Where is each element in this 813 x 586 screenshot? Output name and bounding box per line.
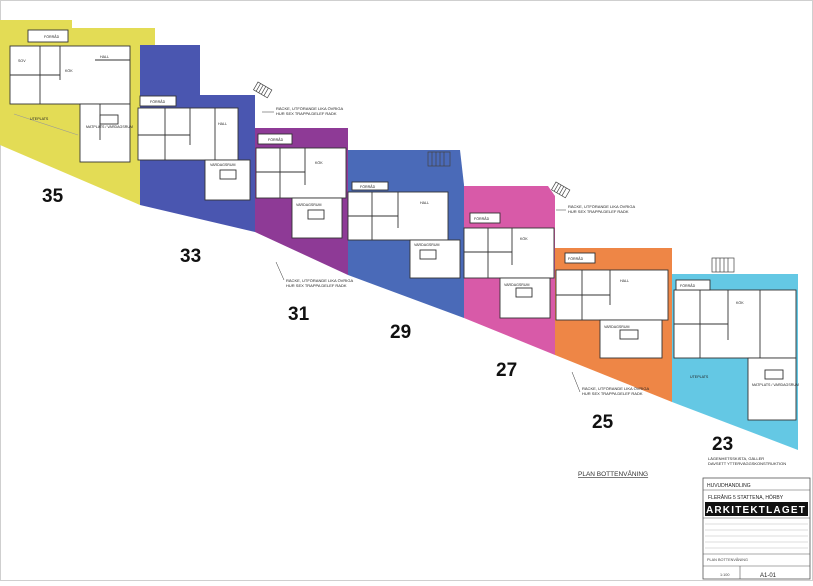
apartment-27 [463,212,555,319]
title-block: HUVUDHANDLING FLERÅNG 5 STATTENA, HÖRBY … [702,477,811,580]
unit-number-23: 23 [712,434,733,455]
rack-note-1-line-1: RÄCKE, UTFÖRANDE LIKA ÖVRIGA [276,106,343,111]
room-label-vardagsrum-25: VARDAGSRUM [604,325,630,329]
unit-number-33: 33 [180,246,201,267]
room-label-sov-35: SOV [18,59,26,63]
room-label-vardagsrum-27: VARDAGSRUM [504,283,530,287]
rack-note-4-line-2: HUR SEX TRAPPA DELEF RADK [582,391,643,396]
rack-note-1-line-2: HUR SEX TRAPPA DELEF RADK [276,111,337,116]
title-block-handling: HUVUDHANDLING [707,483,751,489]
stair-3 [551,181,571,199]
lagenhet-note-line-1: LÄGENHETSSKISTA, GÄLLER [708,456,764,461]
room-label-entre-23: FÖRRÅD [680,283,696,288]
apartment-35 [9,29,131,163]
apartment-23 [673,279,797,421]
title-block-sheet-number: A1-01 [760,573,777,579]
room-label-uteplats-35: UTEPLATS [30,117,49,121]
rack-note-2-line-2: HUR SEX TRAPPA DELEF RADK [286,283,347,288]
title-block-project: FLERÅNG 5 STATTENA, HÖRBY [708,494,784,501]
room-label-uteplats-23: UTEPLATS [690,375,709,379]
stair-2 [427,151,451,167]
room-label-hall-25: HALL [620,279,629,283]
unit-number-31: 31 [288,304,310,325]
unit-number-27: 27 [496,360,517,381]
room-label-entre-25: FÖRRÅD [568,256,584,261]
apartment-footprints [9,29,797,421]
room-label-entre-29: FÖRRÅD [360,184,376,189]
unit-number-35: 35 [42,186,64,207]
room-label-hall-35: HALL [100,55,109,59]
room-label-kok-35: KÖK [65,69,73,73]
room-label-entre-27: FÖRRÅD [474,216,490,221]
room-label-matplats-35: MATPLATS / VARDAGSRUM [86,125,133,129]
unit-number-29: 29 [390,322,411,343]
lagenhet-note-line-2: DAVSETT YTTERVÄGGSKONSTRUKTION [708,461,786,466]
apartment-29 [347,181,461,279]
rack-note-3-line-2: HUR SEX TRAPPA DELEF RADK [568,209,629,214]
apartment-31 [255,133,347,239]
room-label-vardagsrum-31: VARDAGSRUM [296,203,322,207]
room-label-entre-31: FÖRRÅD [268,137,284,142]
stair-1 [253,81,273,99]
room-label-kok-23: KÖK [736,301,744,305]
room-label-entre-33: FÖRRÅD [150,99,166,104]
room-label-entre-35: FÖRRÅD [44,34,60,39]
stair-symbols [253,81,735,273]
title-block-firm-logo: ARKITEKTLAGET [706,505,806,516]
rack-note-3-line-1: RÄCKE, UTFÖRANDE LIKA ÖVRIGA [568,204,635,209]
apartment-33 [137,95,251,201]
title-block-scale: 1:100 [720,573,730,577]
stair-4 [711,257,735,273]
room-label-matplats-23: MATPLATS / VARDAGSRUM [752,383,799,387]
room-label-hall-33: HALL [218,122,227,126]
unit-number-25: 25 [592,412,614,433]
room-label-vardagsrum-29: VARDAGSRUM [414,243,440,247]
room-labels: FÖRRÅD HALL KÖK SOV MATPLATS / VARDAGSRU… [18,34,799,387]
title-block-drawing-type: PLAN BOTTENVÅNING [707,557,748,562]
room-label-kok-31: KÖK [315,161,323,165]
room-label-kok-27: KÖK [520,237,528,241]
unit-numbers: 35 33 31 29 27 25 23 [42,186,733,455]
drawing-notes: RÄCKE, UTFÖRANDE LIKA ÖVRIGA HUR SEX TRA… [262,106,786,466]
room-label-vardagsrum-33: VARDAGSRUM [210,163,236,167]
apartment-25 [555,252,669,359]
rack-note-4-line-1: RÄCKE, UTFÖRANDE LIKA ÖVRIGA [582,386,649,391]
rack-note-2-line-1: RÄCKE, UTFÖRANDE LIKA ÖVRIGA [286,278,353,283]
room-label-hall-29: HALL [420,201,429,205]
plan-title: PLAN BOTTENVÅNING [578,469,648,478]
